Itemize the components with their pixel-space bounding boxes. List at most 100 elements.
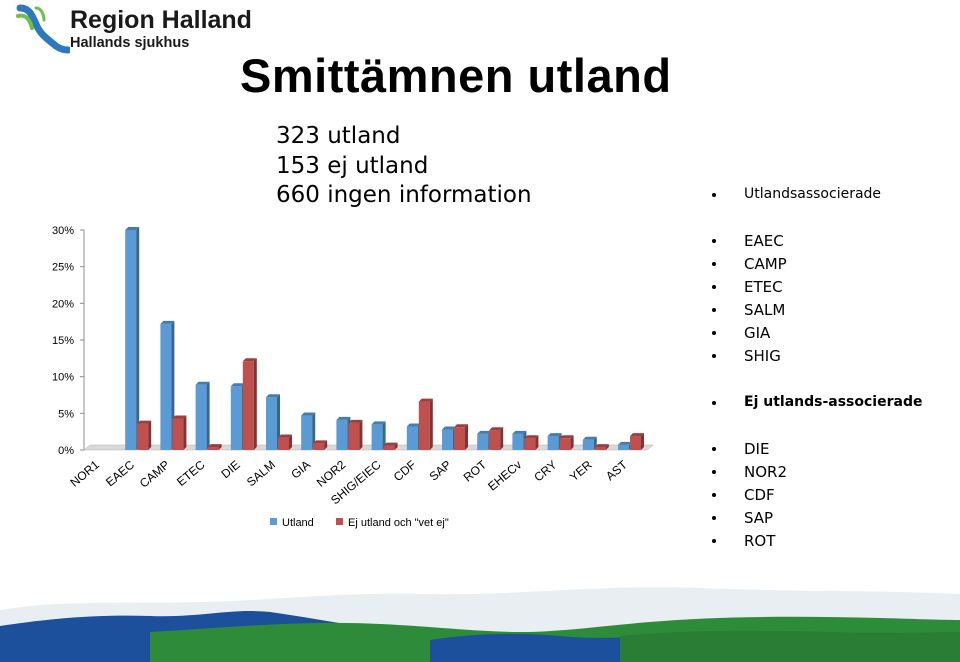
bar-top [594,444,609,448]
x-tick-label: EHECv [485,458,524,494]
bar-top [618,441,632,445]
x-tick-label: AST [603,457,630,483]
count-not-abroad: 153 ej utland [276,152,429,179]
bar-ej-utland [313,443,325,450]
y-tick-label: 10% [52,372,74,384]
bullet-heading-associated-text: Utlandsassocierade [744,186,882,202]
bar-ej-utland [418,401,430,450]
bullet-text: CDF [744,486,775,504]
bar-side [535,435,539,450]
bullet-text: ROT [744,532,776,550]
bar-side [218,444,222,450]
logo-subtitle: Hallands sjukhus [70,35,190,51]
bar-utland [618,444,629,450]
bar-top [137,420,152,424]
bar-utland [477,433,489,450]
bullet-dot-icon [712,262,716,266]
bar-utland [512,433,524,450]
y-tick-label: 25% [52,262,74,274]
bar-top [489,427,504,431]
bar-ej-utland [454,427,465,450]
bar-top [524,435,539,439]
bar-side [394,442,398,450]
bar-side [500,427,504,450]
bar-ej-utland [489,430,501,450]
counts-block: 323 utland 153 ej utland 660 ingen infor… [276,122,532,211]
bar-top [278,434,292,438]
bar-utland [336,419,348,450]
bar-utland [230,386,242,450]
logo-title: Region Halland [70,6,252,34]
x-tick-label: CAMP [137,458,173,491]
bar-top [547,433,562,437]
x-tick-label: SALM [244,458,278,490]
y-tick-label: 5% [58,408,74,420]
bullet-dot-icon [712,331,716,335]
bar-top [582,436,597,440]
bar-top [559,435,574,439]
bar-side [136,227,140,450]
bar-ej-utland [137,423,149,450]
bar-top [230,383,245,387]
bar-top [371,421,386,425]
bar-side [206,381,210,450]
x-tick-label: ETEC [174,457,208,489]
bullet-dot-icon [712,285,716,289]
x-tick-label: CDF [391,458,419,485]
bar-utland [125,230,137,450]
legend-swatch [270,518,277,525]
bar-ej-utland [630,436,641,450]
bar-side [277,394,280,450]
bullet-dot-icon [712,239,716,243]
legend-label: Utland [282,517,314,529]
bar-side [148,420,152,450]
bullet-text: NOR2 [744,463,787,481]
bar-top [477,430,492,434]
x-tick-label: SAP [427,458,454,484]
bar-top [406,423,421,427]
bar-top [442,426,456,430]
bar-utland [406,426,418,450]
bullet-text: SALM [744,301,786,319]
x-tick-label: DIE [218,458,242,482]
bar-side [570,435,574,450]
count-no-information: 660 ingen information [276,182,532,208]
bar-utland [547,436,559,450]
landscape-decoration [0,587,960,662]
bullet-dot-icon [712,193,716,197]
bullet-dot-icon [712,470,716,474]
bar-top [301,412,316,416]
bar-side [605,444,609,450]
bar-side [289,434,292,450]
bar-side [359,419,363,450]
bar-top [313,440,328,444]
bar-top [383,442,398,446]
x-tick-label: EAEC [103,457,137,489]
x-tick-label: CRY [531,458,559,485]
bar-utland [266,397,277,450]
bar-top [160,320,175,324]
bar-side [465,424,468,450]
bullet-dot-icon [712,354,716,358]
region-halland-logo: Region Halland Hallands sjukhus [14,2,252,54]
bar-top [418,398,433,402]
x-tick-label: YER [567,457,595,484]
bar-ej-utland [383,445,395,450]
bar-utland [582,439,594,450]
bar-top [266,394,280,398]
bar-side [641,433,644,450]
x-tick-label: ROT [461,457,490,484]
bar-ej-utland [594,447,606,450]
x-tick-label: GIA [288,458,313,482]
bar-top [195,381,210,385]
bar-side [324,440,328,450]
bullet-text: SAP [744,509,774,527]
bar-top [207,444,222,448]
bullet-dot-icon [712,447,716,451]
bar-side [183,415,187,450]
y-tick-label: 20% [52,298,74,310]
bar-top [242,358,257,362]
bullet-text: SHIG [744,347,781,365]
bar-ej-utland [348,422,360,450]
bullet-dot-icon [712,401,716,405]
